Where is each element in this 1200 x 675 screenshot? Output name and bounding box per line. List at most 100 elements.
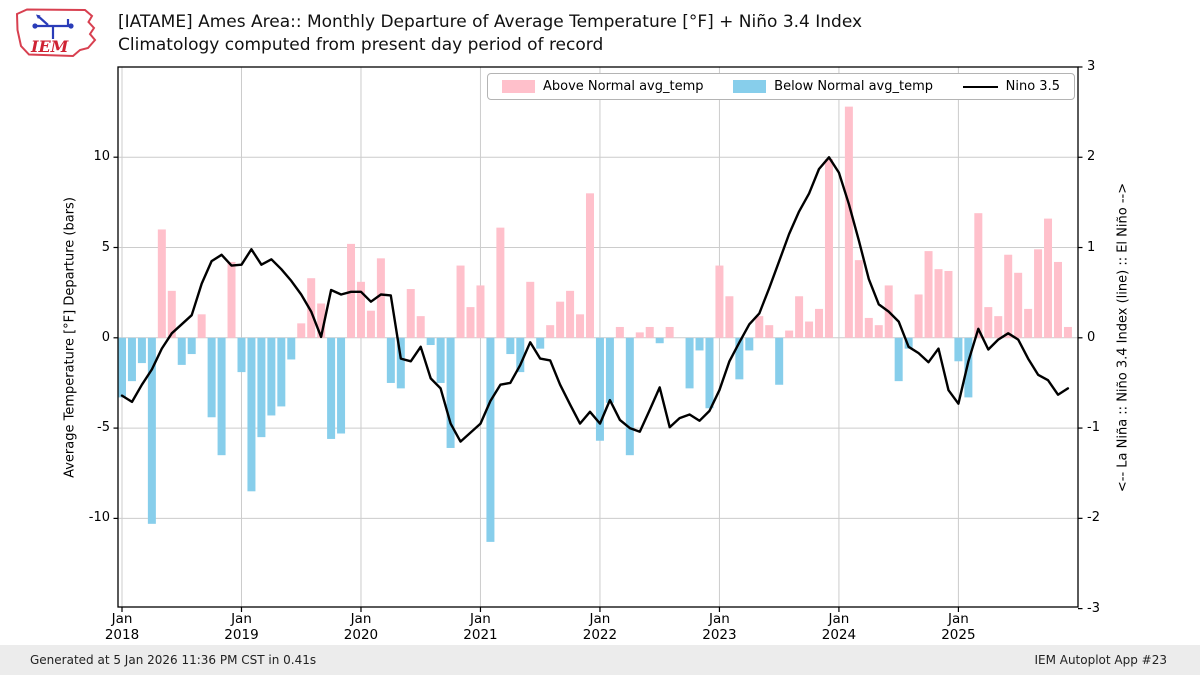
below-normal-bar [964,337,973,398]
x-tick-label: Jan 2023 [702,611,737,643]
above-normal-bar [157,229,166,338]
below-normal-bar [287,337,296,360]
above-normal-bar [227,261,236,338]
legend-item-nino-line: Nino 3.5 [962,79,1060,94]
y-tick-left: 0 [101,329,110,345]
x-tick-label: Jan 2018 [104,611,140,643]
above-normal-bar [566,290,575,338]
above-normal-bar [944,270,953,338]
above-normal-bar [466,307,475,338]
footer-app-text: IEM Autoplot App #23 [1034,653,1167,667]
above-normal-bar [167,290,176,338]
above-normal-bar [805,321,814,338]
above-normal-bar [665,326,674,338]
below-normal-swatch-icon [733,80,767,93]
below-normal-bar [177,337,186,365]
above-normal-bar [844,106,853,338]
below-normal-bar [775,337,784,385]
above-normal-swatch-icon [502,80,535,93]
legend-label: Above Normal avg_temp [543,79,704,94]
y-tick-left: 5 [101,239,110,255]
above-normal-bar [645,326,654,338]
x-tick-label: Jan 2021 [463,611,498,643]
above-normal-bar [815,308,824,338]
nino34-line [120,156,1070,443]
y-tick-right: -1 [1087,420,1100,436]
above-normal-bar [456,265,465,338]
above-normal-bar [307,278,316,338]
above-normal-bar [984,307,993,338]
plot-frame [113,66,1083,612]
above-normal-bar [755,316,764,338]
footer: Generated at 5 Jan 2026 11:36 PM CST in … [0,645,1200,675]
above-normal-bar [924,251,933,338]
nino-line-swatch-icon [962,85,998,88]
above-normal-bar [585,193,594,338]
below-normal-bar [217,337,226,456]
legend-label: Nino 3.5 [1005,79,1060,94]
above-normal-bar [974,213,983,338]
above-normal-bar [635,332,644,338]
above-normal-bar [546,325,555,338]
above-normal-bar [795,296,804,338]
y-tick-left: 10 [93,149,110,165]
x-tick-label: Jan 2020 [343,611,379,643]
below-normal-bar [446,337,455,448]
above-normal-bar [785,330,794,338]
above-normal-bar [576,314,585,338]
below-normal-bar [625,337,634,456]
below-normal-bar [595,337,604,441]
below-normal-bar [685,337,694,389]
above-normal-bar [1063,326,1072,338]
gridlines [118,67,1078,607]
above-normal-bar [615,326,624,338]
below-normal-bar [536,337,545,349]
above-normal-bar [1014,272,1023,338]
above-normal-bar [854,260,863,338]
plot-area [113,66,1083,612]
x-tick-label: Jan 2024 [821,611,857,643]
below-normal-bar [147,337,156,524]
legend: Above Normal avg_temp Below Normal avg_t… [487,73,1075,100]
above-normal-bar [765,325,774,338]
legend-label: Below Normal avg_temp [774,79,933,94]
y-axis-label-right: <-- La Niña :: Niño 3.4 Index (line) :: … [1115,182,1131,493]
above-normal-bar [366,310,375,338]
weathervane-icon-caps [32,14,74,29]
above-normal-bar [725,296,734,338]
below-normal-bar [735,337,744,380]
weathervane-icon [35,15,71,39]
below-normal-bar [207,337,216,418]
above-normal-bar [317,303,326,338]
below-normal-bar [705,337,714,409]
above-normal-bar [1034,249,1043,338]
below-normal-bar [396,337,405,389]
above-normal-bar [934,269,943,338]
y-tick-right: 0 [1087,329,1096,345]
title-line-1: [IATAME] Ames Area:: Monthly Departure o… [118,12,863,32]
above-normal-bar [864,317,873,338]
chart-title: [IATAME] Ames Area:: Monthly Departure o… [118,11,862,57]
below-normal-bar [127,337,136,382]
legend-item-below-normal: Below Normal avg_temp [733,79,933,94]
y-tick-left: -5 [97,420,110,436]
above-normal-bar [715,265,724,338]
above-normal-bar [874,325,883,338]
below-normal-bar [386,337,395,383]
above-normal-bar [406,289,415,338]
below-normal-bar [745,337,754,351]
below-normal-bar [486,337,495,542]
below-normal-bar [436,337,445,383]
y-tick-right: -2 [1087,510,1100,526]
below-normal-bar [506,337,515,355]
above-normal-bar [356,281,365,338]
above-normal-bar [914,294,923,338]
below-normal-bar [894,337,903,382]
y-tick-right: -3 [1087,600,1100,616]
above-normal-bar [416,316,425,338]
above-normal-bar [1044,218,1053,338]
x-tick-label: Jan 2025 [941,611,976,643]
below-normal-bar [904,337,913,349]
above-normal-bar [556,301,565,338]
